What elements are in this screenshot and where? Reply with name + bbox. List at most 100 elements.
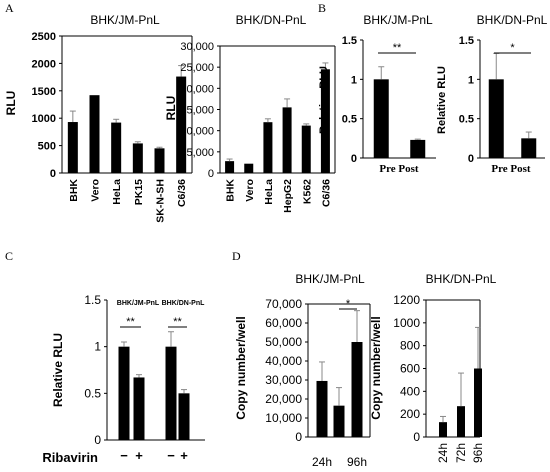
x-tick-label: C6/36 [320,179,332,207]
bar [165,346,177,440]
panel-letter-d: D [232,249,241,263]
y-tick-label: 1200 [393,293,420,307]
y-tick-label: 40,000 [265,354,302,368]
chart-d2 [423,299,482,438]
x-tick-label: 96h [347,455,367,469]
bar [178,393,190,440]
significance-d1-marker: * [346,298,351,310]
y-tick-label: 20,000 [265,392,302,406]
x-tick-label: HeLa [111,179,123,205]
y-tick-label: 1 [468,74,474,86]
bar [333,405,345,437]
x-tick-label: 24h [312,455,332,469]
bar [373,79,389,158]
y-tick-label: 0.5 [84,386,101,400]
y-tick-label: 0 [50,168,56,180]
y-tick-label: 1 [351,74,357,86]
y-tick-label: 60,000 [265,316,302,330]
panel-letter-b: B [318,1,326,15]
chart-b1 [360,39,436,159]
chart-a2 [217,45,336,174]
bar [132,143,143,173]
y-tick-label: 15,000 [180,105,214,117]
chart-title-a1: BHK/JM-PnL [90,13,160,27]
y-tick-label: 800 [400,339,420,353]
y-tick-label: 20,000 [180,83,214,95]
x-tick-label: 96h [471,443,485,463]
x-tick-label: BHK [68,179,80,202]
significance-c1-marker: ** [126,316,135,328]
x-tick-label: C6/36 [176,179,188,207]
x-tick-label: HepG2 [282,179,294,213]
x-tick-label: SK-N-SH [155,179,167,223]
bar [474,368,482,437]
panel-letter-c: C [5,249,13,263]
y-tick-label: 0 [468,153,474,165]
group-label-jm: BHK/JM-PnL [117,300,160,307]
y-tick-label: 30,000 [265,373,302,387]
y-tick-label: 0.5 [459,114,474,126]
y-tick-label: 200 [400,407,420,421]
x-axis-label-c: Ribavirin [42,450,98,465]
x-tick-label: 24h [436,443,450,463]
bar [263,122,273,173]
x-category-labels-b1: Pre Post [379,163,419,175]
y-tick-label: 1000 [32,113,56,125]
chart-title-b2: BHK/DN-PnL [477,13,548,27]
significance-b1-marker: ** [393,42,402,54]
bar [244,163,254,173]
bar [89,95,100,173]
chart-c [104,299,205,441]
y-tick-label: 50,000 [265,335,302,349]
y-axis-label-b1: Relative RLU [318,66,330,134]
x-tick-label: BHK [225,179,237,202]
y-tick-label: 1 [94,340,101,354]
x-tick-label: − [120,448,128,463]
x-tick-label: Vero [90,179,102,202]
y-tick-label: 0 [295,430,302,444]
chart-title-d2: BHK/DN-PnL [426,272,497,286]
y-tick-label: 0 [413,430,420,444]
x-tick-label: − [167,448,175,463]
significance-c2-marker: ** [173,316,182,328]
y-tick-label: 500 [38,141,56,153]
bar [301,125,311,173]
bar [457,406,465,437]
bar [282,107,292,173]
bar [410,139,426,158]
bar [521,138,537,158]
y-tick-label: 0 [208,168,214,180]
y-tick-label: 25,000 [180,62,214,74]
y-tick-label: 0 [351,153,357,165]
x-tick-label: + [135,448,143,463]
group-label-dn: BHK/DN-PnL [162,300,205,307]
bar [225,161,235,173]
panel-letter-a: A [5,1,14,15]
y-axis-label-b2: Relative RLU [436,66,448,134]
y-axis-label-a1: RLU [4,91,18,116]
bar [118,346,130,440]
y-tick-label: 400 [400,384,420,398]
bar [176,76,187,173]
bar [316,380,328,437]
chart-d1 [305,303,371,438]
chart-title-d1: BHK/JM-PnL [295,272,365,286]
bar [133,377,145,440]
y-tick-label: 1.5 [342,35,357,47]
x-tick-label: 72h [454,443,468,463]
y-tick-label: 1500 [32,86,56,98]
bar [111,122,122,173]
chart-title-b1: BHK/JM-PnL [363,13,433,27]
bar [351,342,363,437]
x-category-labels-b2: Pre Post [491,163,531,175]
x-tick-label: K562 [301,179,313,204]
chart-title-a2: BHK/DN-PnL [236,13,307,27]
x-tick-label: PK15 [133,179,145,205]
bar [67,122,78,173]
bar [439,422,447,437]
y-axis-label-d2: Copy number/well [369,316,383,419]
chart-a1 [59,35,193,174]
y-tick-label: 10,000 [265,411,302,425]
y-tick-label: 1000 [393,316,420,330]
